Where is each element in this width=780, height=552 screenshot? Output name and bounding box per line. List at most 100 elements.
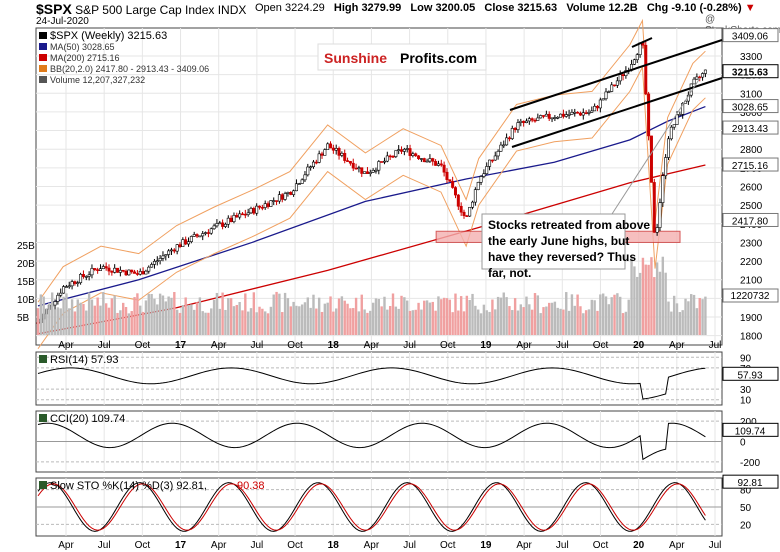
- price-candle: [289, 192, 293, 195]
- price-candle: [98, 268, 102, 271]
- volume-bar: [278, 293, 281, 335]
- price-tick-label: 1900: [740, 313, 763, 324]
- volume-bar: [573, 305, 576, 335]
- volume-bar: [678, 312, 682, 335]
- volume-bar: [681, 310, 684, 335]
- price-candle: [235, 215, 239, 218]
- price-candle: [400, 149, 404, 152]
- volume-bar: [65, 293, 68, 335]
- volume-bar: [147, 293, 150, 335]
- volume-bar: [366, 312, 369, 335]
- price-candle: [587, 112, 591, 114]
- x-tick-label-bottom: 17: [175, 540, 187, 551]
- price-candle: [67, 285, 71, 288]
- price-candle: [382, 160, 386, 163]
- volume-bar: [99, 305, 102, 335]
- volume-bar: [596, 310, 599, 335]
- price-candle: [178, 244, 182, 247]
- volume-bar: [178, 312, 182, 335]
- cci-line: [37, 422, 706, 461]
- volume-bar: [462, 311, 466, 335]
- volume-bar: [303, 302, 307, 335]
- volume-bar: [653, 277, 656, 335]
- legend-swatch: [39, 43, 47, 50]
- price-candle: [138, 271, 142, 275]
- price-tick-label: 2600: [740, 183, 763, 194]
- volume-bar: [275, 291, 278, 335]
- price-candle: [201, 233, 205, 237]
- price-badge: [722, 120, 779, 135]
- volume-bar: [380, 306, 383, 335]
- volume-bar: [272, 294, 275, 335]
- volume-bar: [39, 294, 43, 335]
- price-candle: [417, 155, 421, 159]
- volume-bar: [102, 292, 105, 335]
- open-value: 3224.29: [284, 2, 325, 14]
- price-candle: [277, 194, 281, 202]
- volume-bar: [553, 301, 557, 335]
- price-candle: [204, 232, 208, 234]
- volume-bar: [616, 293, 619, 335]
- volume-bar: [300, 304, 304, 335]
- volume-bar: [306, 297, 310, 335]
- rsi-tick-label: 10: [740, 396, 752, 407]
- sto-label-icon: [39, 481, 47, 489]
- x-tick-label-bottom: Oct: [135, 540, 151, 551]
- volume-bar: [638, 272, 642, 335]
- volume-bar: [317, 297, 321, 335]
- volume-bar: [397, 308, 400, 335]
- volume-bar: [371, 302, 375, 335]
- volume-bar: [53, 309, 57, 335]
- price-candle: [672, 124, 676, 128]
- volume-bar: [36, 308, 40, 335]
- price-candle: [124, 270, 128, 276]
- price-candle: [209, 228, 213, 234]
- volume-bar: [136, 293, 139, 335]
- x-tick-label: Apr: [516, 340, 532, 351]
- price-candle: [669, 126, 673, 140]
- volume-bar: [360, 294, 363, 335]
- volume-bar: [477, 309, 480, 335]
- chart-date: 24-Jul-2020: [36, 16, 89, 27]
- close-label: Close: [484, 2, 515, 14]
- volume-bar: [201, 311, 204, 335]
- volume-bar: [502, 292, 505, 335]
- volume-bar: [692, 294, 696, 335]
- volume-bar: [62, 296, 65, 335]
- price-candle: [388, 155, 392, 158]
- volume-bar: [687, 301, 690, 335]
- volume-bar: [698, 297, 701, 335]
- volume-bar: [76, 299, 79, 335]
- price-candle: [266, 203, 270, 207]
- volume-bar: [627, 299, 630, 335]
- volume-bar: [550, 302, 554, 335]
- price-candle: [516, 122, 520, 130]
- volume-bar: [354, 297, 358, 335]
- volume-bar: [298, 306, 301, 335]
- channel-lower-line: [511, 77, 723, 148]
- cci-tick-label: 200: [740, 417, 757, 428]
- volume-bar: [158, 293, 162, 335]
- price-candle: [73, 281, 77, 284]
- price-tick-label: 3300: [740, 52, 763, 63]
- price-candle: [610, 84, 614, 92]
- price-candle: [368, 172, 372, 174]
- x-tick-label: Oct: [135, 340, 151, 351]
- volume-bar: [144, 300, 148, 335]
- price-candle: [695, 76, 699, 80]
- volume-bar: [684, 298, 687, 335]
- volume-bar: [587, 309, 591, 335]
- volume-bar: [68, 308, 71, 335]
- annotation-line: have they reversed? Thus: [488, 250, 636, 264]
- price-candle: [377, 161, 381, 171]
- rsi-tick-label: 90: [740, 353, 752, 364]
- volume-bar: [56, 307, 60, 335]
- volume-bar: [215, 292, 219, 335]
- price-candle: [598, 99, 602, 109]
- volume-bar: [340, 296, 344, 335]
- volume-bar: [232, 306, 236, 335]
- x-tick-label-bottom: Apr: [211, 540, 227, 551]
- x-tick-label: 18: [328, 340, 340, 351]
- volume-bar: [107, 307, 111, 335]
- chg-label: Chg: [646, 2, 669, 14]
